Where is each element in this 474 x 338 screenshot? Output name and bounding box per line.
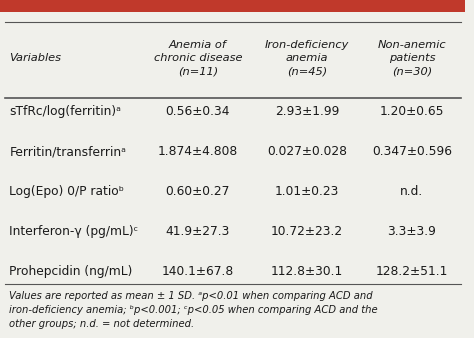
Text: 112.8±30.1: 112.8±30.1 [271,265,343,278]
Text: 140.1±67.8: 140.1±67.8 [162,265,234,278]
Text: 3.3±3.9: 3.3±3.9 [387,225,436,238]
Text: 0.60±0.27: 0.60±0.27 [165,185,230,198]
Text: Prohepcidin (ng/mL): Prohepcidin (ng/mL) [9,265,133,278]
Text: 0.027±0.028: 0.027±0.028 [267,145,347,158]
Text: Log(Epo) 0/P ratioᵇ: Log(Epo) 0/P ratioᵇ [9,185,124,198]
Text: Values are reported as mean ± 1 SD. ᵃp<0.01 when comparing ACD and
iron-deficien: Values are reported as mean ± 1 SD. ᵃp<0… [9,291,378,329]
Text: Iron-deficiency
anemia
(n=45): Iron-deficiency anemia (n=45) [265,40,349,76]
Text: Non-anemic
patients
(n=30): Non-anemic patients (n=30) [378,40,446,76]
Text: Ferritin/transferrinᵃ: Ferritin/transferrinᵃ [9,145,126,158]
Text: 0.347±0.596: 0.347±0.596 [372,145,452,158]
Text: 0.56±0.34: 0.56±0.34 [165,105,230,118]
Text: 10.72±23.2: 10.72±23.2 [271,225,343,238]
Text: 1.20±0.65: 1.20±0.65 [380,105,444,118]
Text: n.d.: n.d. [400,185,423,198]
Text: 2.93±1.99: 2.93±1.99 [275,105,339,118]
Text: Anemia of
chronic disease
(n=11): Anemia of chronic disease (n=11) [154,40,242,76]
Text: 41.9±27.3: 41.9±27.3 [165,225,230,238]
Text: 1.874±4.808: 1.874±4.808 [158,145,238,158]
Text: 128.2±51.1: 128.2±51.1 [376,265,448,278]
Text: sTfRc/log(ferritin)ᵃ: sTfRc/log(ferritin)ᵃ [9,105,121,118]
Bar [0,0,465,12]
Text: 1.01±0.23: 1.01±0.23 [275,185,339,198]
Text: Variables: Variables [9,53,61,63]
Text: Interferon-γ (pg/mL)ᶜ: Interferon-γ (pg/mL)ᶜ [9,225,138,238]
